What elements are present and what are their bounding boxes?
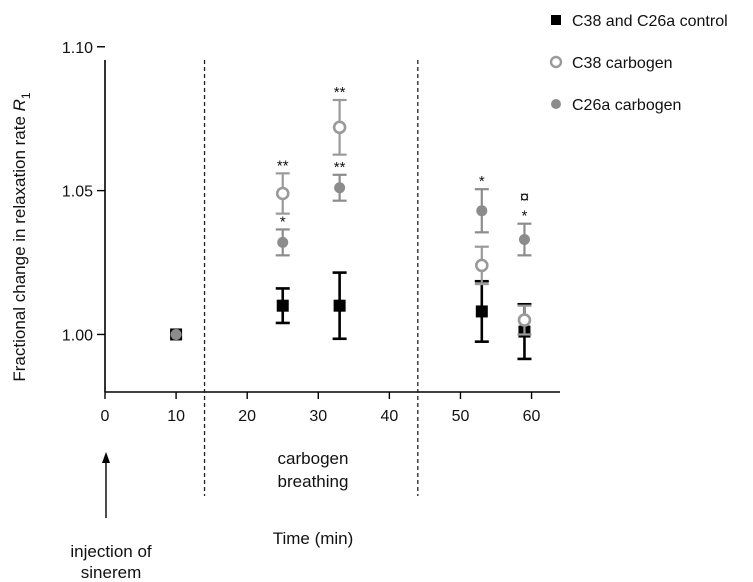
square-marker <box>333 299 346 312</box>
legend-entry: C38 carbogen <box>549 55 673 72</box>
data-point-circle-filled <box>170 328 182 340</box>
open-circle-marker <box>474 258 489 273</box>
legend-filled-circle-icon <box>551 99 561 109</box>
square-marker <box>475 305 488 318</box>
x-axis-label: Time (min) <box>273 529 354 548</box>
x-tick-label: 50 <box>452 408 470 425</box>
filled-circle-marker <box>277 236 289 248</box>
significance-label: ** <box>277 157 289 174</box>
filled-circle-marker <box>334 182 346 194</box>
x-tick-label: 0 <box>101 408 110 425</box>
y-axis-label: Fractional change in relaxation rate R1 <box>10 92 33 382</box>
open-circle-marker <box>332 120 347 135</box>
injection-arrowhead <box>102 452 110 463</box>
significance-label: ** <box>334 159 346 176</box>
data-point-square-filled <box>474 279 489 343</box>
data-point-circle-filled <box>517 222 532 257</box>
y-axis-label-symbol: R <box>10 99 29 111</box>
x-tick-label: 10 <box>167 408 185 425</box>
significance-label: * <box>522 208 528 225</box>
data-point-circle-filled <box>474 188 489 234</box>
y-tick-label: 1.05 <box>62 184 93 201</box>
y-tick-label: 1.00 <box>62 327 93 344</box>
significance-label: * <box>479 173 485 190</box>
legend-label: C38 and C26a control <box>572 13 728 30</box>
legend-square-icon <box>551 15 561 25</box>
legend-entry: C26a carbogen <box>551 97 681 114</box>
x-tick-label: 20 <box>238 408 256 425</box>
data-point-circle-filled <box>275 228 290 257</box>
y-axis-label-text: Fractional change in relaxation rate <box>10 111 29 381</box>
filled-circle-marker <box>170 328 182 340</box>
x-tick-label: 60 <box>523 408 541 425</box>
open-circle-marker <box>517 313 532 327</box>
legend-entry: C38 and C26a control <box>551 13 728 30</box>
significance-label: * <box>280 213 286 230</box>
x-tick-label: 30 <box>309 408 327 425</box>
data-point-circle-open <box>517 304 532 336</box>
legend-label: C26a carbogen <box>572 97 681 114</box>
filled-circle-marker <box>476 205 488 217</box>
y-tick-label: 1.10 <box>62 40 93 57</box>
square-marker <box>276 299 289 312</box>
legend-label: C38 carbogen <box>572 55 673 72</box>
significance-symbol: ¤ <box>520 187 529 206</box>
significance-label: ** <box>334 84 346 101</box>
injection-label: sinerem <box>81 563 141 582</box>
x-tick-label: 40 <box>380 408 398 425</box>
filled-circle-marker <box>518 234 530 246</box>
open-circle-marker <box>275 186 290 201</box>
data-point-square-filled <box>275 287 290 325</box>
data-point-square-filled <box>332 271 347 341</box>
data-point-circle-filled <box>332 173 347 202</box>
data-point-circle-open <box>332 98 347 156</box>
injection-label: injection of <box>70 542 152 561</box>
data-point-circle-open <box>474 245 489 286</box>
phase-label: breathing <box>278 472 349 491</box>
legend-open-circle-icon <box>549 55 563 69</box>
y-axis-label-subscript: 1 <box>19 92 33 99</box>
phase-label: carbogen <box>278 449 349 468</box>
data-point-circle-open <box>275 172 290 215</box>
